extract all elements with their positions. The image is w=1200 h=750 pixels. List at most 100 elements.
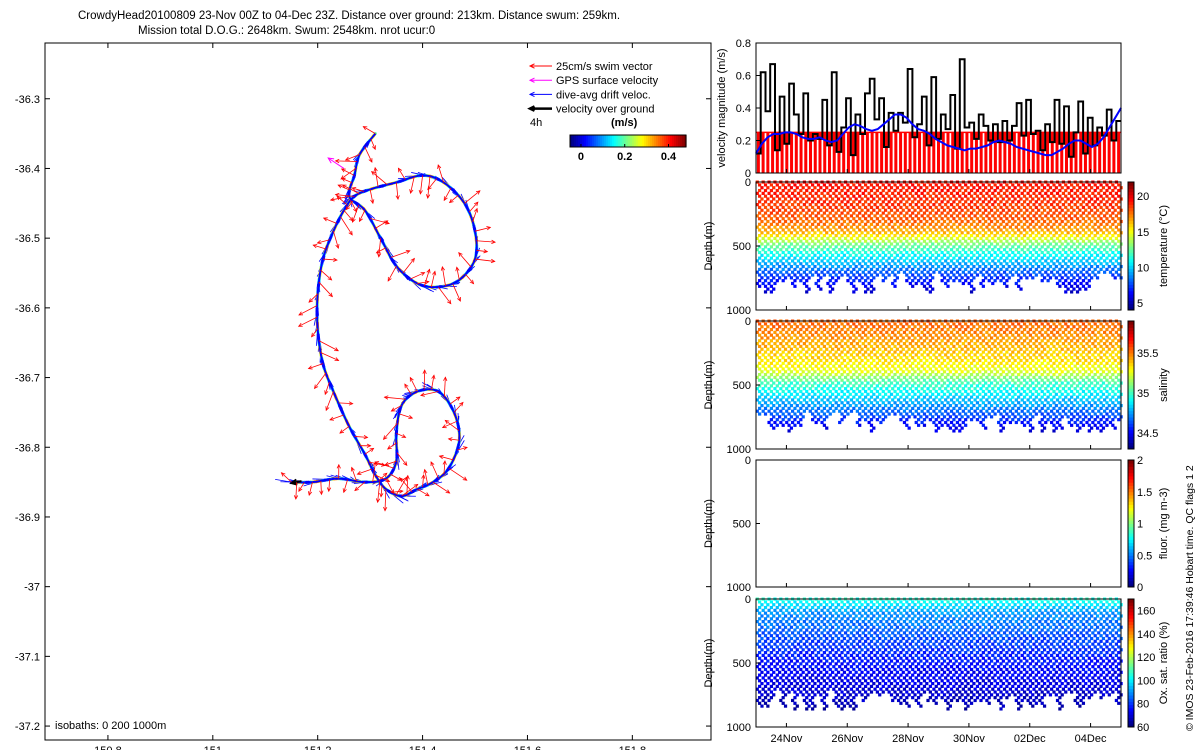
data-point	[1040, 211, 1044, 215]
data-point	[855, 191, 859, 195]
data-point	[767, 214, 771, 218]
data-point	[1084, 264, 1088, 269]
data-point	[813, 358, 817, 363]
data-point	[873, 214, 877, 218]
data-point	[895, 208, 899, 212]
data-point	[1075, 262, 1080, 266]
temperature-colorbar-cell	[1128, 268, 1134, 273]
data-point	[893, 350, 897, 354]
swim-vector-head	[334, 357, 340, 362]
data-point	[919, 208, 923, 212]
data-point	[916, 322, 921, 326]
data-point	[905, 389, 909, 394]
data-point	[772, 381, 776, 385]
data-point	[905, 279, 909, 283]
swim-vector	[359, 210, 366, 222]
data-point	[1099, 234, 1103, 238]
data-point	[832, 270, 836, 274]
data-point	[1081, 273, 1086, 277]
data-point	[987, 273, 991, 277]
data-point	[801, 208, 805, 212]
data-point	[869, 183, 874, 187]
data-point	[978, 231, 982, 235]
data-point	[925, 287, 929, 291]
map-ytick-label: -36.3	[15, 94, 40, 106]
data-point	[1022, 267, 1027, 271]
data-point	[842, 253, 847, 257]
data-point	[938, 248, 942, 252]
data-point	[866, 231, 870, 235]
data-point	[887, 361, 891, 365]
data-point	[1099, 239, 1103, 243]
swim-vector	[339, 426, 350, 434]
data-point	[854, 186, 858, 190]
data-point	[755, 364, 759, 368]
data-point	[846, 373, 850, 377]
data-point	[778, 336, 782, 340]
data-point	[781, 339, 785, 343]
data-point	[901, 264, 905, 269]
data-point	[766, 370, 770, 374]
data-point	[964, 384, 968, 388]
data-point	[940, 401, 944, 405]
swim-vector-head	[334, 347, 339, 352]
data-point	[916, 344, 921, 349]
data-point	[819, 231, 823, 235]
data-point	[899, 194, 903, 198]
data-point	[902, 353, 907, 357]
data-point	[954, 370, 958, 374]
data-point	[967, 342, 971, 346]
data-point	[767, 330, 771, 334]
data-point	[922, 194, 927, 198]
swim-vector	[437, 286, 452, 304]
data-point	[1105, 211, 1109, 215]
data-point	[889, 253, 894, 257]
data-point	[832, 281, 836, 286]
data-point	[820, 409, 824, 413]
colorbar-ticklabel: 0.2	[617, 151, 632, 163]
data-point	[914, 330, 918, 334]
data-point	[775, 322, 779, 326]
data-point	[1054, 197, 1058, 201]
data-point	[866, 347, 870, 351]
data-point	[1034, 211, 1038, 215]
data-point	[958, 188, 962, 193]
data-point	[781, 256, 785, 260]
data-point	[775, 217, 779, 221]
data-point	[831, 276, 835, 280]
data-point	[1011, 211, 1015, 215]
data-point	[1105, 222, 1109, 226]
data-point	[985, 203, 989, 207]
data-point	[981, 256, 985, 260]
data-point	[946, 333, 950, 337]
data-point	[869, 395, 874, 399]
data-point	[779, 409, 783, 413]
data-point	[783, 219, 788, 224]
data-point	[920, 236, 924, 241]
data-point	[785, 236, 789, 241]
data-point	[763, 250, 768, 255]
data-point	[783, 325, 788, 329]
data-point	[979, 203, 983, 207]
colorbar-title: (m/s)	[611, 117, 638, 129]
data-point	[969, 344, 974, 349]
data-point	[1022, 228, 1027, 232]
data-point	[769, 395, 774, 399]
swim-vector-head	[448, 198, 454, 204]
data-point	[796, 364, 801, 368]
data-point	[966, 186, 970, 190]
data-point	[1079, 191, 1083, 195]
data-point	[987, 200, 991, 204]
data-point	[867, 375, 871, 380]
data-point	[1078, 276, 1082, 280]
data-point	[854, 219, 858, 224]
data-point	[787, 217, 791, 221]
data-point	[796, 203, 801, 207]
data-point	[832, 214, 836, 218]
data-point	[972, 347, 976, 351]
data-point	[969, 239, 974, 243]
data-point	[1014, 225, 1018, 229]
data-point	[928, 183, 932, 187]
data-point	[836, 208, 841, 212]
data-point	[902, 214, 907, 218]
